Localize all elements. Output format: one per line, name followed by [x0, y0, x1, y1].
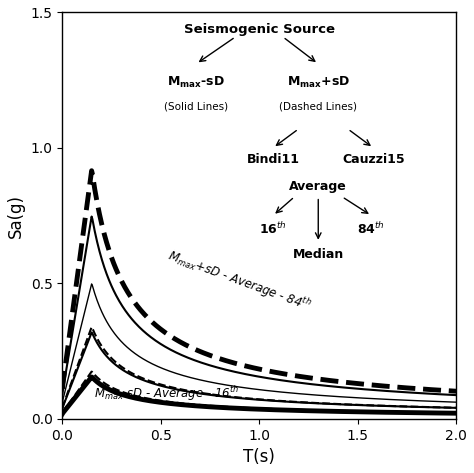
Text: Cauzzi15: Cauzzi15 [342, 153, 405, 166]
Text: $\mathbf{M_{max}}$+sD: $\mathbf{M_{max}}$+sD [287, 75, 350, 90]
Y-axis label: Sa(g): Sa(g) [7, 193, 25, 237]
Text: Average: Average [290, 180, 347, 193]
Text: 16$^{th}$: 16$^{th}$ [259, 221, 287, 237]
Text: 84$^{th}$: 84$^{th}$ [357, 221, 385, 237]
Text: (Solid Lines): (Solid Lines) [164, 102, 228, 112]
X-axis label: T(s): T(s) [243, 448, 275, 466]
Text: Median: Median [292, 248, 344, 261]
Text: (Dashed Lines): (Dashed Lines) [279, 102, 357, 112]
Text: Seismogenic Source: Seismogenic Source [183, 23, 335, 36]
Text: $M_{max}$+sD - Average - 84$^{th}$: $M_{max}$+sD - Average - 84$^{th}$ [164, 246, 313, 315]
Text: $M_{max}$-sD - Average - 16$^{th}$: $M_{max}$-sD - Average - 16$^{th}$ [94, 385, 239, 403]
Text: $\mathbf{M_{max}}$-sD: $\mathbf{M_{max}}$-sD [167, 75, 225, 90]
Text: Bindi11: Bindi11 [246, 153, 300, 166]
